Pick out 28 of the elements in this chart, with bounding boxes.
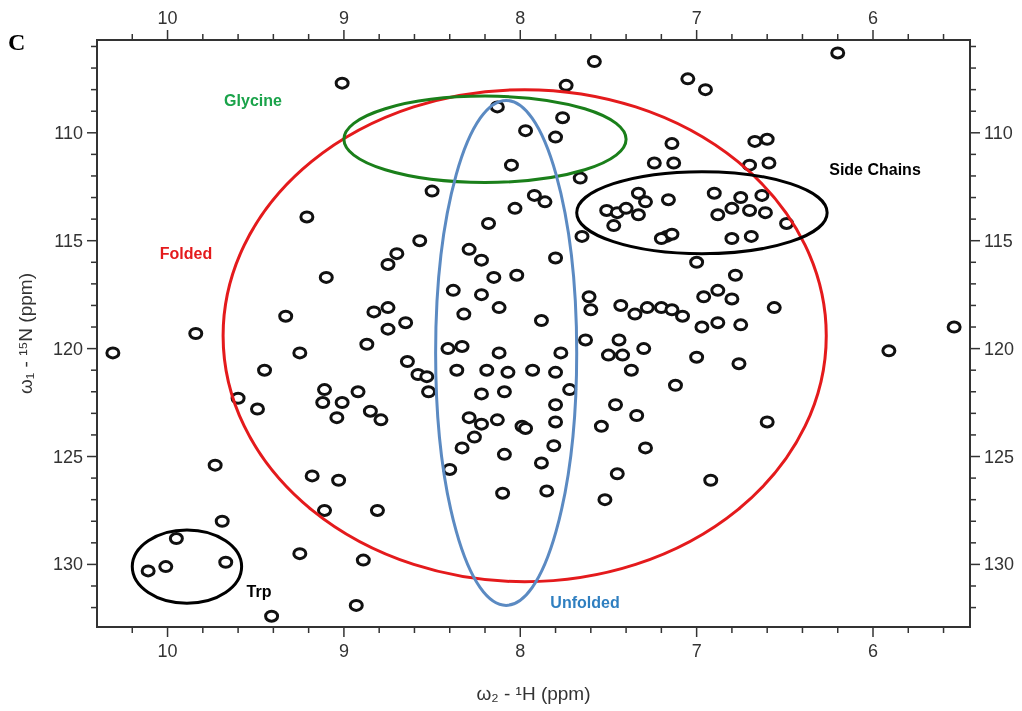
y-tick-label: 130 (52, 554, 83, 575)
annotation: Side Chains (829, 161, 921, 178)
x-axis-title: ω₂ - ¹H (ppm) (476, 683, 591, 704)
x-tick-label: 9 (338, 8, 349, 28)
y-tick-label: 110 (54, 122, 83, 143)
x2-tick-label: 7 (691, 641, 702, 661)
x2-tick-label: 6 (867, 641, 879, 661)
annotation: Glycine (224, 92, 282, 109)
x2-tick-label: 8 (515, 641, 526, 661)
x-tick-label: 8 (515, 8, 526, 28)
x2-tick-label: 10 (157, 641, 178, 661)
x-tick-label: 10 (157, 8, 178, 28)
y-tick-label: 120 (52, 338, 83, 359)
y2-tick-label: 120 (984, 338, 1015, 359)
annotation: Unfolded (550, 594, 620, 611)
x2-tick-label: 9 (338, 641, 349, 661)
y-tick-label: 125 (52, 446, 83, 467)
x-tick-label: 6 (867, 8, 879, 28)
annotation: Folded (159, 245, 213, 262)
annotation: Trp (246, 583, 272, 600)
y2-tick-label: 110 (984, 122, 1013, 143)
y2-tick-label: 125 (984, 446, 1015, 467)
x-tick-label: 7 (691, 8, 702, 28)
y-tick-label: 115 (54, 230, 83, 251)
y-axis-title: ω₁ - ¹⁵N (ppm) (15, 273, 36, 394)
y2-tick-label: 115 (984, 230, 1013, 251)
text: C (8, 29, 26, 55)
y2-tick-label: 130 (984, 554, 1015, 575)
